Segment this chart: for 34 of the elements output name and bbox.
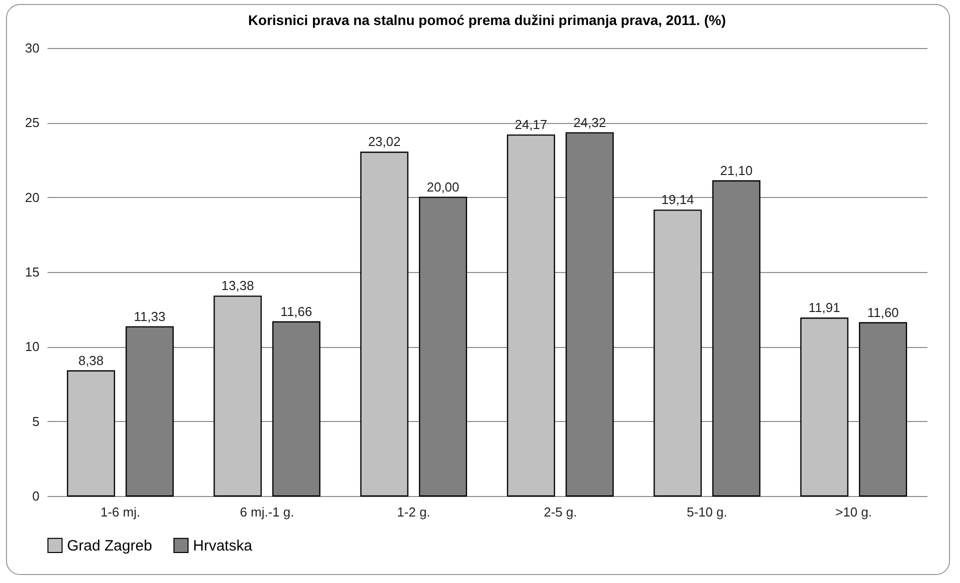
x-tick-label: >10 g. xyxy=(835,504,872,520)
y-tick-label: 25 xyxy=(25,115,40,130)
data-label: 13,38 xyxy=(221,278,254,294)
y-tick-label: 15 xyxy=(25,264,40,280)
data-label: 8,38 xyxy=(78,352,104,368)
y-tick-label: 10 xyxy=(25,339,40,354)
legend-label: Grad Zagreb xyxy=(67,537,152,554)
data-label: 24,17 xyxy=(514,117,548,132)
bar xyxy=(360,152,408,497)
y-tick-label: 5 xyxy=(32,414,40,429)
x-tick-label: 1-6 mj. xyxy=(100,504,140,520)
data-label: 21,10 xyxy=(720,162,753,178)
bar xyxy=(214,296,262,497)
data-label: 23,02 xyxy=(368,134,401,150)
x-tick-label: 2-5 g. xyxy=(544,504,577,520)
bar xyxy=(66,370,116,497)
data-label: 24,32 xyxy=(573,114,606,130)
bar xyxy=(654,210,702,497)
data-label: 11,66 xyxy=(280,304,312,319)
data-label: 20,00 xyxy=(426,179,460,194)
chart-title: Korisnici prava na stalnu pomoć prema dužini primanja prava, 2011. (%) xyxy=(248,12,726,28)
data-label: 11,33 xyxy=(134,308,166,324)
data-label: 19,14 xyxy=(661,192,694,208)
x-tick-label: 1-2 g. xyxy=(397,504,430,520)
y-tick-label: 20 xyxy=(25,190,40,205)
bar xyxy=(800,318,848,497)
bar xyxy=(506,134,556,497)
x-tick-label: 6 mj.-1 g. xyxy=(240,504,294,520)
legend-label: Hrvatska xyxy=(193,537,253,554)
data-label: 11,91 xyxy=(808,300,840,316)
data-label: 11,60 xyxy=(867,304,899,320)
y-tick-label: 30 xyxy=(25,40,40,56)
y-tick-label: 0 xyxy=(32,488,40,504)
x-tick-label: 5-10 g. xyxy=(686,504,728,520)
